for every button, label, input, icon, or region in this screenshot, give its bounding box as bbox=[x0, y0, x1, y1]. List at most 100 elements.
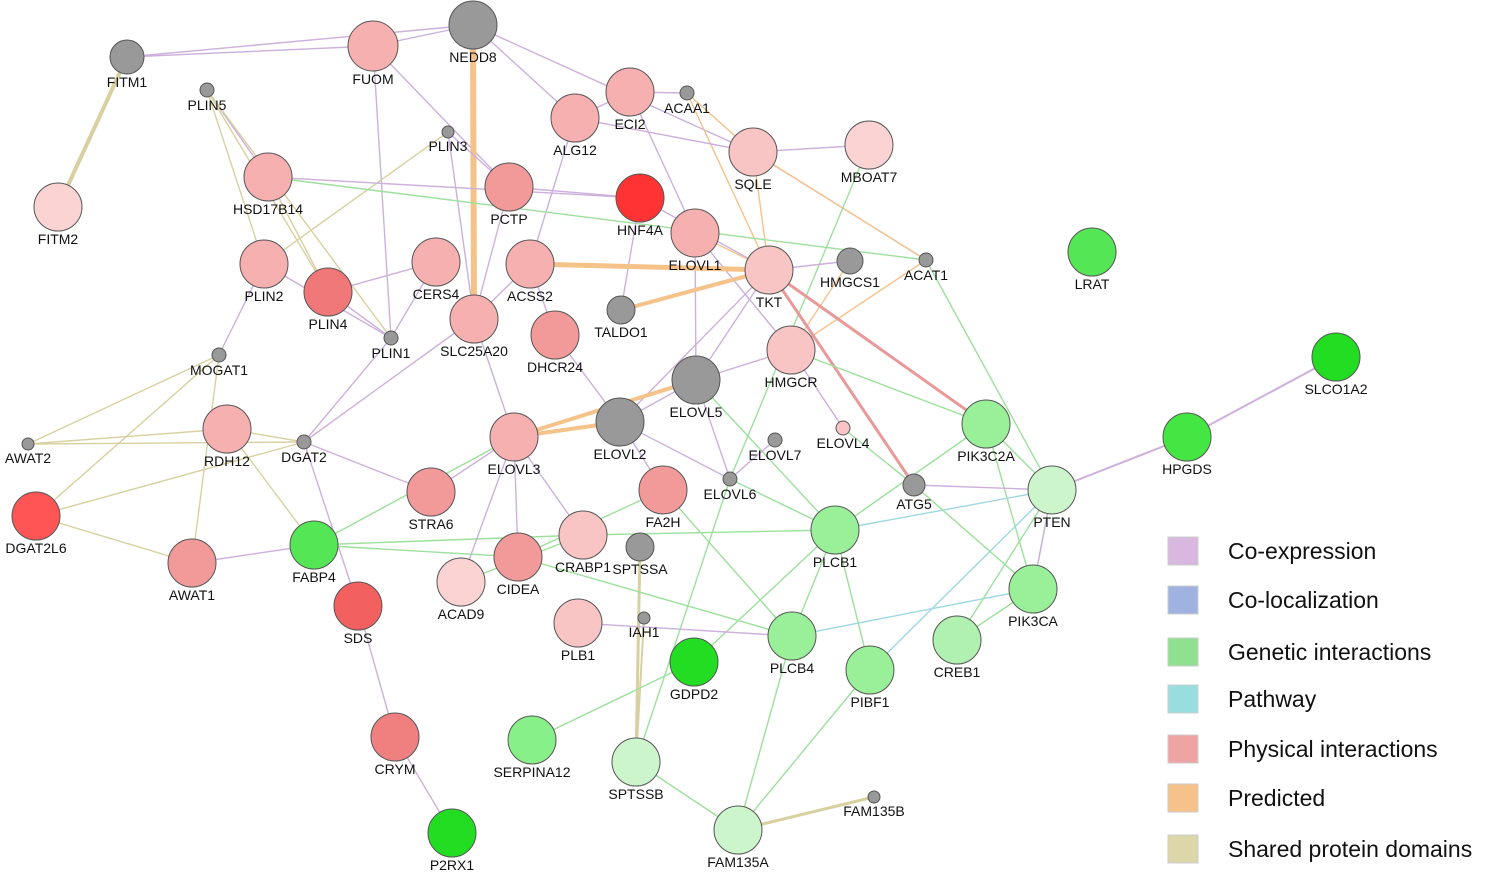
edge bbox=[695, 379, 836, 531]
node-label: PIBF1 bbox=[851, 694, 890, 710]
node-label: FITM2 bbox=[38, 231, 79, 247]
node bbox=[638, 465, 688, 515]
node-label: CREB1 bbox=[934, 664, 981, 680]
edge bbox=[925, 259, 1053, 491]
node-label: PLIN4 bbox=[309, 316, 348, 332]
edge bbox=[56, 56, 129, 208]
node bbox=[109, 39, 145, 75]
node bbox=[669, 637, 719, 687]
legend-label: Pathway bbox=[1228, 686, 1317, 712]
node-label: HMGCS1 bbox=[820, 274, 880, 290]
edge bbox=[767, 269, 916, 486]
node bbox=[902, 473, 926, 497]
node bbox=[289, 520, 339, 570]
edge bbox=[694, 232, 792, 351]
edge bbox=[1186, 356, 1337, 438]
node-label: CRYM bbox=[375, 761, 416, 777]
node bbox=[836, 247, 864, 275]
edge bbox=[35, 441, 305, 517]
node bbox=[296, 434, 312, 450]
node bbox=[484, 162, 534, 212]
edge bbox=[577, 622, 793, 637]
node bbox=[33, 182, 83, 232]
node-label: PIK3C2A bbox=[957, 448, 1015, 464]
legend-swatch bbox=[1167, 734, 1199, 764]
node bbox=[744, 245, 794, 295]
edge bbox=[729, 144, 870, 480]
edge bbox=[470, 24, 477, 320]
node bbox=[835, 420, 851, 436]
edge bbox=[303, 337, 392, 443]
node bbox=[722, 471, 738, 487]
node bbox=[11, 491, 61, 541]
node bbox=[767, 432, 783, 448]
node bbox=[1162, 412, 1212, 462]
node-label: PTEN bbox=[1033, 514, 1070, 530]
node bbox=[211, 347, 227, 363]
node-label: FA2H bbox=[645, 514, 680, 530]
node-label: SPTSSB bbox=[608, 786, 663, 802]
legend-swatch bbox=[1167, 637, 1199, 667]
edge bbox=[629, 91, 696, 234]
node-label: PLCB4 bbox=[770, 660, 815, 676]
edge bbox=[27, 428, 228, 445]
legend-swatch bbox=[1167, 536, 1199, 566]
node bbox=[713, 805, 763, 855]
node bbox=[449, 294, 499, 344]
node-label: DGAT2 bbox=[281, 449, 327, 465]
node-label: FUOM bbox=[352, 71, 393, 87]
node bbox=[845, 645, 895, 695]
node-label: AWAT1 bbox=[169, 587, 215, 603]
node-label: HNF4A bbox=[617, 222, 664, 238]
edge bbox=[985, 423, 1034, 590]
edge bbox=[620, 268, 770, 312]
node bbox=[21, 437, 35, 451]
edge bbox=[372, 45, 510, 188]
node-label: ACAA1 bbox=[664, 100, 710, 116]
node bbox=[243, 152, 293, 202]
node-label: AWAT2 bbox=[5, 450, 51, 466]
edge bbox=[531, 661, 695, 741]
edge bbox=[191, 354, 220, 564]
edge bbox=[126, 24, 474, 58]
node bbox=[239, 239, 289, 289]
node bbox=[766, 325, 816, 375]
edge bbox=[634, 546, 642, 763]
edge bbox=[842, 427, 915, 486]
node bbox=[961, 399, 1011, 449]
node bbox=[670, 208, 720, 258]
node bbox=[867, 790, 881, 804]
edge bbox=[313, 534, 584, 546]
node-label: MBOAT7 bbox=[841, 169, 898, 185]
node-label: ELOVL3 bbox=[488, 461, 541, 477]
node bbox=[167, 538, 217, 588]
node-label: PLIN3 bbox=[429, 138, 468, 154]
node-label: CERS4 bbox=[413, 286, 460, 302]
legend-label: Co-localization bbox=[1228, 587, 1379, 613]
node-label: ELOVL1 bbox=[669, 257, 722, 273]
node-label: DGAT2L6 bbox=[5, 540, 66, 556]
node bbox=[411, 237, 461, 287]
node bbox=[550, 93, 600, 143]
edge bbox=[574, 117, 754, 153]
node bbox=[918, 252, 934, 268]
node-label: ACAD9 bbox=[438, 606, 485, 622]
legend-label: Genetic interactions bbox=[1228, 639, 1431, 665]
edge bbox=[303, 318, 475, 443]
node bbox=[406, 467, 456, 517]
legend-label: Predicted bbox=[1228, 785, 1325, 811]
node bbox=[1311, 332, 1361, 382]
node-label: PLB1 bbox=[561, 647, 595, 663]
edge bbox=[206, 89, 392, 339]
edge bbox=[582, 529, 836, 536]
node bbox=[810, 505, 860, 555]
node-label: SPTSSA bbox=[612, 561, 668, 577]
node bbox=[767, 611, 817, 661]
node bbox=[595, 397, 645, 447]
node-label: NEDD8 bbox=[449, 49, 497, 65]
edge bbox=[693, 529, 836, 663]
node-label: GDPD2 bbox=[670, 686, 718, 702]
node-label: LRAT bbox=[1075, 276, 1110, 292]
node bbox=[625, 532, 655, 562]
node-label: CRABP1 bbox=[555, 559, 611, 575]
